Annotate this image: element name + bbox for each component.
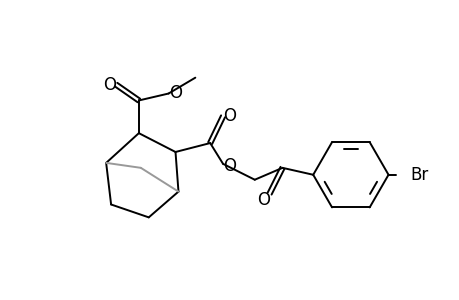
Text: O: O [168, 83, 182, 101]
Text: O: O [103, 76, 117, 94]
Text: Br: Br [409, 166, 428, 184]
Text: O: O [223, 157, 236, 175]
Text: O: O [223, 107, 236, 125]
Text: O: O [257, 190, 269, 208]
